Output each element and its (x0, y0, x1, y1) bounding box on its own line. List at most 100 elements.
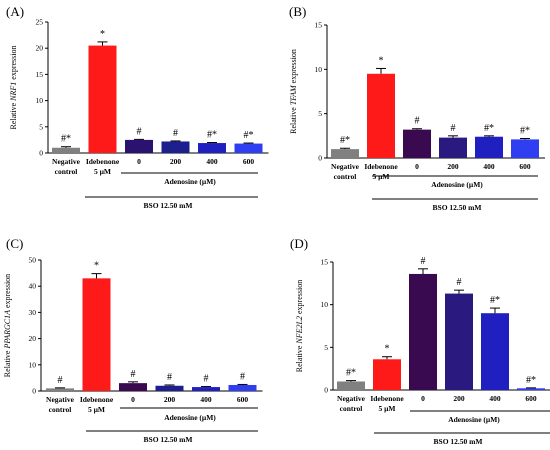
group-label: Adenosine (µM) (164, 177, 216, 186)
y-tick-label: 10 (315, 65, 323, 74)
significance-label: # (58, 375, 63, 386)
x-tick-label: 600 (243, 157, 255, 166)
x-tick-label: 600 (237, 395, 249, 404)
x-tick-label: Idebenone (364, 162, 398, 171)
y-tick-label: 20 (36, 44, 44, 53)
significance-label: #* (340, 135, 350, 146)
bar (331, 149, 359, 158)
x-tick-label: Negative (337, 394, 366, 403)
y-tick-label: 15 (36, 70, 44, 79)
significance-label: # (167, 372, 172, 383)
x-tick-label: control (340, 404, 363, 413)
significance-label: # (457, 277, 462, 288)
x-tick-label: 400 (483, 162, 495, 171)
bar (439, 137, 467, 158)
y-tick-label: 30 (29, 308, 37, 317)
treatment-label: BSO 12.50 mM (433, 203, 482, 212)
significance-label: # (415, 116, 420, 127)
significance-label: * (379, 55, 384, 66)
significance-label: #* (526, 375, 536, 386)
x-tick-label: control (49, 405, 72, 414)
bar (198, 143, 226, 153)
y-tick-label: 0 (32, 387, 36, 396)
x-tick-label: Negative (46, 395, 75, 404)
x-tick-label: Idebenone (86, 157, 120, 166)
significance-label: # (173, 128, 178, 139)
y-tick-label: 5 (39, 122, 43, 131)
significance-label: * (100, 29, 105, 40)
x-tick-label: 200 (453, 394, 465, 403)
bar (373, 359, 401, 390)
bar (155, 385, 184, 391)
significance-label: # (421, 256, 426, 267)
y-tick-label: 15 (315, 21, 323, 30)
x-tick-label: control (334, 172, 357, 181)
x-tick-label: 600 (525, 394, 537, 403)
x-tick-label: 200 (170, 157, 182, 166)
x-tick-label: Idebenone (80, 395, 114, 404)
bar (82, 278, 111, 391)
bar (337, 381, 365, 390)
panel-label: (A) (6, 4, 24, 19)
y-tick-label: 5 (324, 343, 328, 352)
x-tick-label: 5 µM (88, 405, 105, 414)
group-label: Adenosine (µM) (164, 413, 216, 422)
bar (445, 293, 473, 390)
x-tick-label: Negative (52, 157, 81, 166)
significance-label: # (204, 374, 209, 385)
bar (409, 273, 437, 390)
significance-label: #* (346, 368, 356, 379)
bar (367, 73, 395, 158)
significance-label: # (137, 126, 142, 137)
significance-label: #* (244, 130, 254, 141)
x-tick-label: 400 (489, 394, 501, 403)
bar (228, 384, 257, 391)
treatment-label: BSO 12.50 mM (144, 201, 193, 210)
panel-c: (C) 0 10 20 30 40 50 Relative PPARGC1A expressi… (3, 236, 263, 444)
significance-label: # (451, 123, 456, 134)
x-tick-label: 200 (447, 162, 459, 171)
y-tick-label: 20 (29, 334, 37, 343)
group-label: Adenosine (µM) (448, 415, 500, 424)
bar (481, 313, 509, 390)
panel-label: (B) (289, 4, 306, 19)
x-tick-label: 0 (131, 395, 135, 404)
x-tick-label: 0 (415, 162, 419, 171)
y-axis-label: Relative NRF1 expression (9, 46, 18, 130)
y-tick-label: 0 (324, 386, 328, 395)
bar (46, 388, 74, 391)
x-tick-label: 200 (164, 395, 176, 404)
bar (517, 388, 545, 390)
bar (403, 129, 431, 158)
bar (234, 143, 263, 153)
y-axis-label: Relative NFE2L2 expression (295, 280, 304, 372)
y-tick-label: 0 (318, 154, 322, 163)
significance-label: * (94, 261, 99, 272)
panel-label: (C) (6, 236, 23, 251)
bar (125, 139, 153, 153)
y-tick-label: 50 (29, 256, 37, 265)
bar (119, 383, 147, 391)
significance-label: #* (520, 125, 530, 136)
significance-label: #* (61, 134, 71, 145)
x-tick-label: 600 (519, 162, 531, 171)
bar (52, 147, 80, 153)
x-tick-label: 5 µM (94, 167, 111, 176)
x-tick-label: 0 (137, 157, 141, 166)
bar (511, 139, 539, 158)
y-tick-label: 0 (39, 149, 43, 158)
significance-label: * (385, 344, 390, 355)
y-tick-label: 10 (29, 360, 37, 369)
x-tick-label: control (55, 167, 78, 176)
y-axis-label: Relative TFAM expression (289, 49, 298, 134)
x-tick-label: 400 (200, 395, 212, 404)
y-tick-label: 10 (36, 96, 44, 105)
x-tick-label: 5 µM (378, 404, 395, 413)
bar (161, 141, 190, 153)
significance-label: #* (484, 123, 494, 134)
significance-label: #* (207, 130, 217, 141)
